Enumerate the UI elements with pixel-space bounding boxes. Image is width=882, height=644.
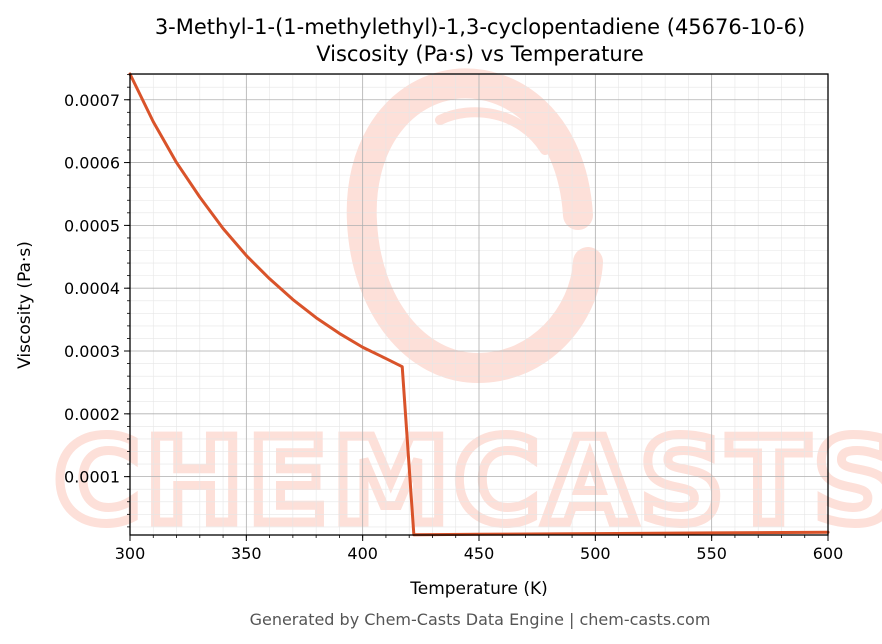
y-tick-label: 0.0004	[64, 279, 120, 298]
y-tick-label: 0.0003	[64, 342, 120, 361]
x-tick-label: 400	[347, 544, 378, 563]
watermark-swirl	[346, 68, 603, 384]
y-axis-ticks: 0.0001 0.0002 0.0003 0.0004 0.0005 0.0006 0.00…	[64, 74, 130, 528]
x-axis-label: Temperature (K)	[409, 579, 548, 599]
series-line	[128, 72, 830, 537]
watermark: CHEMCASTS	[50, 68, 882, 555]
y-tick-label: 0.0006	[64, 154, 120, 173]
y-tick-label: 0.0007	[64, 91, 120, 110]
y-tick-label: 0.0005	[64, 216, 120, 235]
x-axis-ticks: 300 350 400 450 500 550 600	[115, 535, 844, 563]
footer-credit: Generated by Chem-Casts Data Engine | ch…	[250, 610, 711, 629]
chart-subtitle: Viscosity (Pa·s) vs Temperature	[316, 42, 644, 66]
x-tick-label: 500	[580, 544, 611, 563]
x-tick-label: 600	[813, 544, 844, 563]
chart-title: 3-Methyl-1-(1-methylethyl)-1,3-cyclopent…	[155, 15, 805, 39]
y-tick-label: 0.0001	[64, 468, 120, 487]
x-tick-label: 450	[464, 544, 495, 563]
x-tick-label: 350	[231, 544, 262, 563]
y-axis-label: Viscosity (Pa·s)	[15, 241, 35, 369]
watermark-text: CHEMCASTS	[54, 412, 882, 550]
x-tick-label: 550	[696, 544, 727, 563]
x-tick-label: 300	[115, 544, 146, 563]
watermark-swirl-inner	[435, 107, 550, 155]
y-tick-label: 0.0002	[64, 405, 120, 424]
